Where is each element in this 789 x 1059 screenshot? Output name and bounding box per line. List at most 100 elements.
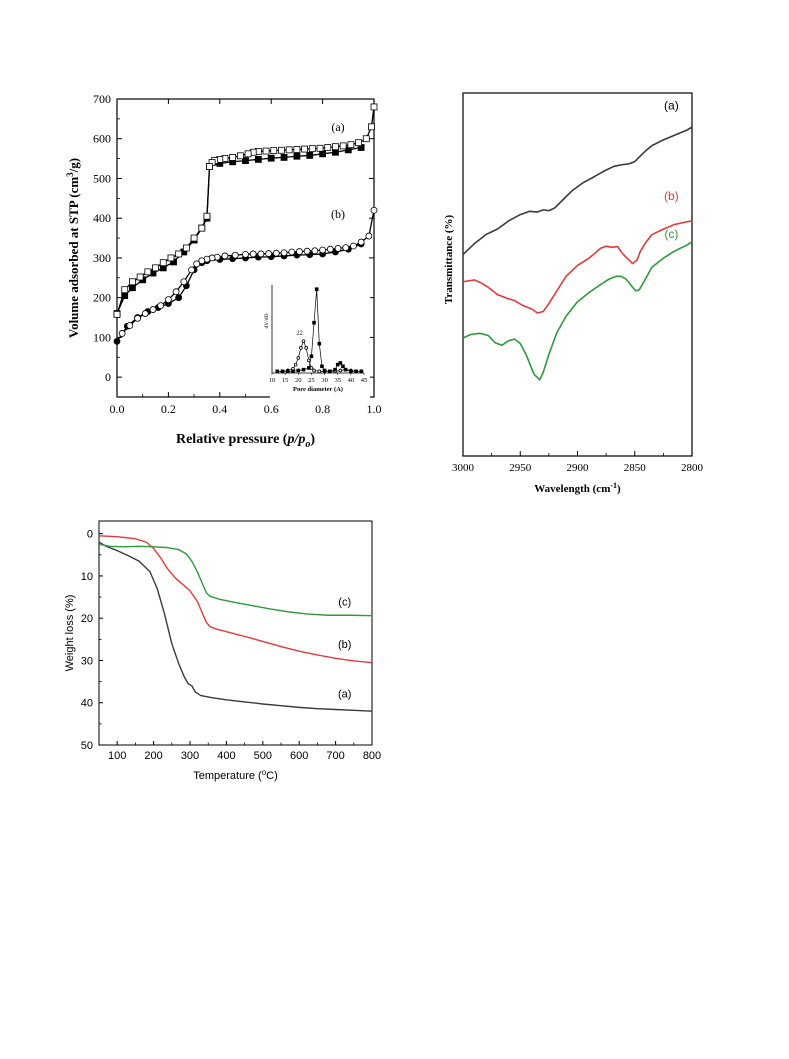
isotherm-point — [288, 248, 296, 256]
isotherm-point — [134, 314, 141, 321]
isotherm-point — [229, 158, 237, 166]
isotherm-series-line — [116, 243, 362, 342]
isotherm-point — [254, 155, 262, 163]
inset-point — [275, 369, 280, 374]
inset-point — [299, 346, 303, 350]
isotherm-point — [267, 154, 275, 162]
inset-y-label: dV/dD — [264, 313, 270, 328]
isotherm-point — [216, 155, 224, 163]
isotherm-point — [324, 144, 332, 151]
x-tick-label: 600 — [290, 750, 308, 762]
isotherm-point — [139, 276, 147, 284]
isotherm-point — [144, 308, 152, 315]
isotherm-point — [134, 314, 141, 322]
isotherm-point — [319, 246, 327, 254]
ftir-series-line — [462, 219, 693, 314]
x-tick-label: 0.0 — [110, 402, 125, 416]
isotherm-point — [285, 146, 293, 154]
isotherm-point — [357, 238, 365, 246]
inset-point — [309, 354, 314, 359]
isotherm-point — [113, 337, 121, 345]
isotherm-point — [154, 304, 162, 312]
isotherm-point — [208, 159, 216, 166]
inset-point — [280, 369, 285, 374]
inset-background — [270, 283, 370, 401]
isotherm-point — [144, 268, 152, 276]
inset-x-tick-label: 35 — [334, 377, 341, 384]
isotherm-point — [303, 247, 311, 255]
y-axis-label: Transmittance (%) — [443, 215, 455, 305]
isotherm-point — [113, 310, 121, 318]
y-tick-label: 700 — [93, 92, 111, 106]
inset-point — [304, 346, 308, 350]
isotherm-series-line — [116, 146, 362, 314]
isotherm-point — [206, 163, 213, 170]
isotherm-point — [242, 250, 249, 258]
isotherm-point — [203, 255, 211, 263]
isotherm-point — [152, 264, 159, 272]
y-tick-label: 0 — [105, 370, 111, 384]
tga-series-line — [98, 535, 373, 664]
isotherm-point — [203, 212, 211, 220]
isotherm-point — [170, 258, 177, 266]
y-tick-label: 100 — [93, 330, 111, 344]
isotherm-point — [344, 245, 352, 253]
inset-point — [301, 339, 306, 343]
inset-point — [341, 364, 345, 369]
isotherm-point — [175, 250, 183, 258]
isotherm-point — [280, 154, 288, 161]
isotherm-point — [193, 260, 201, 268]
x-tick-label: 800 — [363, 750, 381, 762]
isotherm-point — [332, 248, 339, 256]
inset-x-tick-label: 15 — [282, 377, 289, 384]
isotherm-point — [293, 251, 301, 259]
series-annotation: (a) — [338, 689, 351, 701]
inset-point — [275, 369, 280, 374]
tga-series-line — [98, 541, 373, 712]
x-tick-label: 2850 — [624, 462, 647, 474]
isotherm-point — [242, 254, 249, 262]
isotherm-point — [136, 273, 144, 281]
isotherm-point — [229, 255, 237, 263]
inset-series-line — [277, 289, 362, 372]
x-tick-label: 400 — [217, 750, 235, 762]
isotherm-point — [306, 152, 314, 159]
inset-point — [354, 369, 358, 374]
isotherm-point — [159, 264, 167, 272]
isotherm-point — [257, 250, 265, 258]
y-tick-label: 10 — [81, 571, 93, 583]
inset-point — [317, 369, 322, 374]
isotherm-point — [121, 292, 129, 300]
x-tick-label: 2800 — [681, 462, 704, 474]
tga-series-line — [98, 543, 373, 617]
x-tick-label: 500 — [254, 750, 272, 762]
isotherm-point — [236, 152, 244, 160]
series-annotation: (a) — [664, 98, 679, 112]
isotherm-point — [208, 254, 216, 262]
isotherm-point — [231, 251, 239, 259]
y-tick-label: 0 — [87, 529, 93, 541]
isotherm-point — [262, 147, 270, 155]
inset-point — [280, 369, 285, 374]
inset-point — [343, 367, 348, 372]
x-tick-label: 700 — [326, 750, 344, 762]
isotherm-point — [365, 232, 373, 240]
isotherm-point — [198, 257, 206, 265]
isotherm-point — [118, 330, 126, 337]
isotherm-point — [164, 300, 172, 308]
inset-point — [306, 366, 311, 370]
series-annotation: (c) — [664, 227, 678, 241]
isotherm-point — [141, 310, 149, 317]
isotherm-point — [280, 249, 288, 257]
isotherm-point — [319, 150, 327, 158]
isotherm-point — [203, 214, 211, 222]
x-tick-label: 2950 — [509, 462, 532, 474]
isotherm-point — [350, 242, 357, 250]
y-tick-label: 300 — [93, 251, 111, 265]
x-axis-label: Wavelength (cm-1) — [534, 481, 621, 495]
isotherm-point — [347, 141, 355, 149]
isotherm-point — [280, 252, 288, 260]
isotherm-point — [270, 147, 278, 155]
isotherm-point — [368, 123, 375, 131]
